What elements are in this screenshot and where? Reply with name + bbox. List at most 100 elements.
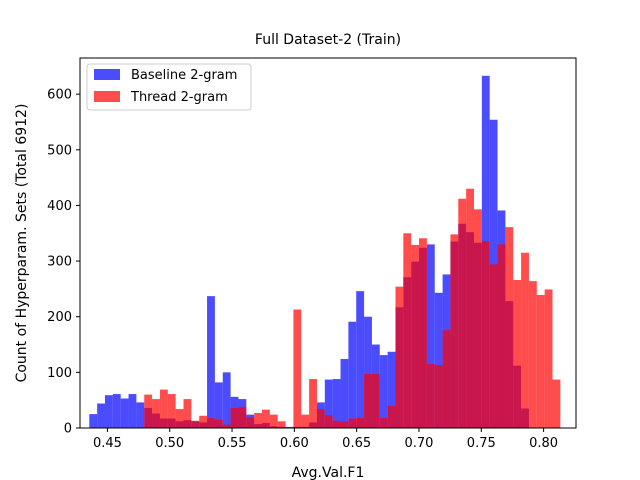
histogram-bar — [309, 379, 317, 428]
histogram-bar — [364, 374, 372, 428]
histogram-bar — [489, 264, 498, 428]
histogram-bar — [395, 286, 404, 428]
histogram-bar — [144, 394, 153, 428]
histogram-bar — [426, 244, 435, 428]
histogram-bar — [207, 296, 215, 428]
histogram-bar — [332, 379, 341, 428]
y-tick-label: 100 — [47, 366, 72, 381]
histogram-bar — [379, 355, 388, 428]
x-tick-label: 0.60 — [280, 436, 309, 451]
x-tick-label: 0.45 — [93, 436, 122, 451]
histogram-bar — [316, 409, 325, 428]
histogram-bar — [152, 399, 160, 428]
y-axis-label: Count of Hyperparam. Sets (Total 6912) — [14, 104, 30, 383]
histogram-bar — [214, 419, 223, 428]
histogram-bar — [371, 374, 380, 428]
histogram-bar — [481, 241, 490, 428]
histogram-bar — [356, 417, 365, 428]
legend-swatch-baseline — [94, 69, 120, 80]
histogram-bar — [521, 252, 529, 428]
histogram-bar — [434, 365, 443, 428]
histogram-bar — [324, 379, 333, 428]
x-tick-label: 0.65 — [342, 436, 371, 451]
y-tick-label: 200 — [47, 310, 72, 325]
histogram-bar — [411, 244, 420, 428]
y-tick-label: 600 — [47, 88, 72, 103]
series-thread — [144, 188, 561, 428]
histogram-bar — [340, 421, 349, 428]
histogram-bar — [246, 417, 255, 428]
histogram-bar — [207, 417, 215, 428]
histogram-bar — [269, 414, 278, 428]
y-tick-label: 300 — [47, 255, 72, 270]
ticks-layer: 0.45 0.50 0.55 0.60 0.65 0.70 0.75 0.80 0 100 200 3… — [47, 88, 558, 451]
histogram-bar — [254, 412, 263, 428]
histogram-bar — [419, 238, 427, 428]
histogram-bar — [474, 209, 482, 428]
histogram-bar — [450, 234, 459, 428]
x-tick-label: 0.75 — [467, 436, 496, 451]
histogram-bar — [364, 316, 372, 428]
histogram-bar — [528, 281, 537, 428]
histogram-bar — [301, 414, 310, 428]
histogram-bar — [159, 389, 168, 428]
histogram-bar — [199, 415, 208, 428]
plot-frame — [79, 57, 577, 429]
x-tick-label: 0.55 — [218, 436, 247, 451]
histogram-bar — [89, 414, 98, 428]
histogram-bar — [348, 418, 357, 428]
histogram-bar — [136, 402, 145, 428]
bars-layer — [89, 75, 561, 429]
histogram-bar — [340, 359, 349, 428]
histogram-bar — [175, 409, 184, 428]
histogram-bar — [230, 407, 239, 428]
histogram-bar — [277, 421, 286, 428]
histogram-bar — [348, 321, 357, 428]
x-axis-label: Avg.Val.F1 — [292, 465, 365, 480]
histogram-bar — [379, 417, 388, 428]
histogram-bar — [332, 420, 341, 428]
histogram-bar — [403, 233, 412, 428]
x-tick-label: 0.50 — [155, 436, 184, 451]
histogram-bar — [466, 188, 474, 428]
histogram-bar — [513, 280, 522, 428]
chart-title: Full Dataset-2 (Train) — [255, 32, 401, 48]
histogram-bar — [293, 309, 302, 428]
histogram-bar — [324, 415, 333, 428]
histogram-bar — [191, 420, 200, 428]
histogram-bar — [536, 295, 545, 428]
histogram-bar — [262, 409, 270, 428]
histogram-bar — [505, 227, 514, 428]
histogram-bar — [214, 382, 223, 428]
histogram-bar — [544, 289, 553, 428]
histogram-bar — [356, 291, 365, 428]
histogram-bar — [112, 394, 121, 428]
x-tick-label: 0.80 — [529, 436, 558, 451]
legend-label-thread: Thread 2-gram — [130, 90, 228, 105]
histogram-bar — [426, 364, 435, 428]
legend-label-baseline: Baseline 2-gram — [131, 68, 237, 83]
histogram-bar — [183, 399, 192, 428]
histogram-bar — [97, 403, 105, 428]
histogram-bar — [222, 372, 231, 428]
histogram-bar — [387, 351, 396, 428]
histogram-bar — [434, 292, 443, 428]
histogram-bar — [120, 398, 129, 428]
histogram-bar — [387, 405, 396, 428]
histogram-bar — [497, 244, 506, 428]
histogram-bar — [167, 394, 176, 428]
y-tick-label: 400 — [47, 199, 72, 214]
histogram-bar — [285, 426, 294, 428]
histogram-bar — [128, 394, 137, 428]
histogram-bar — [442, 330, 451, 428]
legend-box — [86, 63, 252, 111]
histogram-bar — [104, 395, 113, 428]
legend: Baseline 2-gram Thread 2-gram — [86, 63, 252, 111]
y-tick-label: 500 — [47, 143, 72, 158]
legend-swatch-thread — [94, 91, 120, 102]
histogram-bar — [458, 198, 467, 428]
x-tick-label: 0.70 — [404, 436, 433, 451]
y-tick-label: 0 — [64, 422, 72, 437]
histogram-bar — [552, 379, 561, 428]
